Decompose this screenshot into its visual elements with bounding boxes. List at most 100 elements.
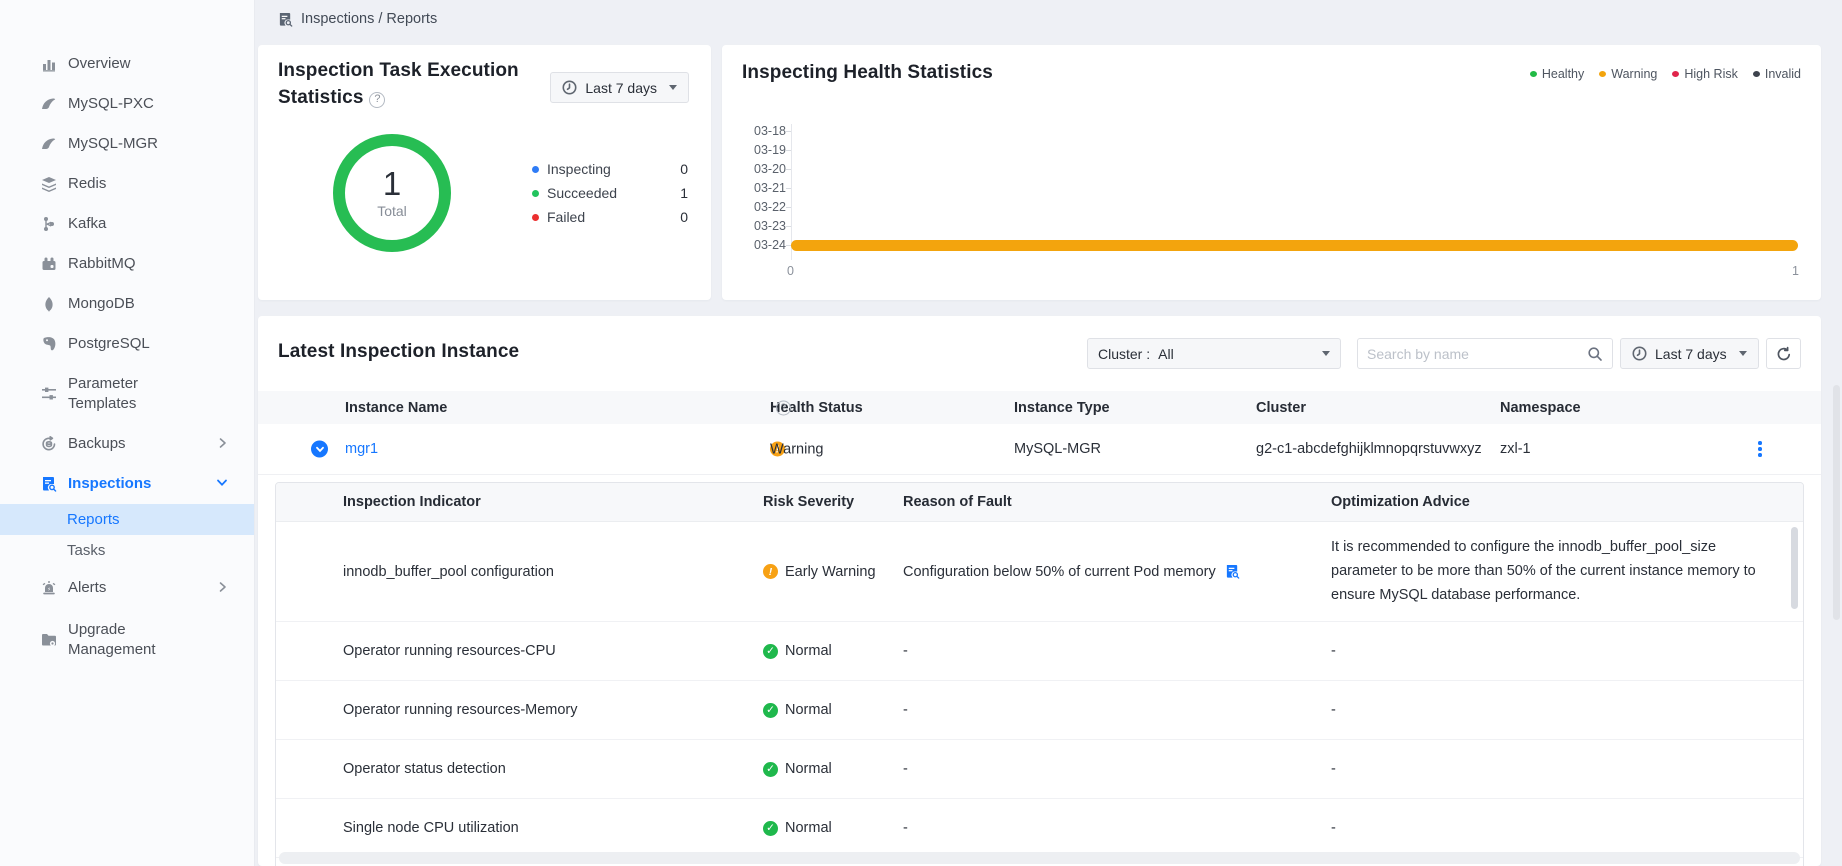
cluster-filter-select[interactable]: Cluster : All — [1087, 338, 1341, 369]
rabbit-icon — [40, 256, 57, 273]
health-legend: Healthy Warning High Risk Invalid — [1530, 67, 1801, 81]
sidebar-item-mysql-pxc[interactable]: MySQL-PXC — [0, 84, 254, 124]
task-legend: Inspecting 0 Succeeded 1 Failed 0 — [532, 157, 688, 229]
sidebar-item-redis[interactable]: Redis — [0, 164, 254, 204]
legend-label: Inspecting — [547, 161, 611, 177]
health-statistics-card: Inspecting Health Statistics Healthy War… — [722, 45, 1821, 300]
task-execution-statistics-card: Inspection Task Execution Statistics? La… — [258, 45, 711, 300]
reason-cell: - — [903, 820, 908, 836]
legend-item-inspecting[interactable]: Inspecting 0 — [532, 157, 688, 181]
legend-value: 0 — [680, 161, 688, 177]
instance-type-cell: MySQL-MGR — [1014, 441, 1101, 457]
sidebar-item-label: Kafka — [68, 214, 196, 234]
advice-cell: - — [1331, 820, 1336, 836]
legend-dot — [1753, 71, 1760, 77]
col-inspection-indicator: Inspection Indicator — [343, 494, 481, 510]
elephant-icon — [40, 336, 57, 353]
sliders-icon — [40, 386, 57, 403]
check-icon: ✓ — [763, 644, 778, 659]
search-icon[interactable] — [1587, 346, 1603, 362]
donut-total-label: Total — [377, 203, 407, 219]
sidebar-item-label: Overview — [68, 54, 196, 74]
risk-cell: ✓Normal — [763, 820, 832, 836]
legend-item-succeeded[interactable]: Succeeded 1 — [532, 181, 688, 205]
legend-item-warning[interactable]: Warning — [1599, 67, 1657, 81]
sidebar-item-label: MySQL-PXC — [68, 94, 196, 114]
kafka-icon — [40, 216, 57, 233]
legend-dot — [1530, 71, 1537, 77]
sidebar-item-alerts[interactable]: Alerts — [0, 566, 254, 610]
row-actions-menu[interactable] — [1751, 440, 1769, 458]
sub-table-row: Single node CPU utilization ✓Normal - - — [276, 799, 1803, 858]
indicator-cell: Operator status detection — [343, 761, 506, 777]
sidebar-item-rabbitmq[interactable]: RabbitMQ — [0, 244, 254, 284]
legend-item-high-risk[interactable]: High Risk — [1672, 67, 1738, 81]
report-doc-icon[interactable] — [1225, 564, 1240, 579]
legend-item-healthy[interactable]: Healthy — [1530, 67, 1584, 81]
task-donut-chart: 1 Total — [333, 134, 451, 252]
page-scrollbar[interactable] — [1833, 385, 1840, 620]
legend-label: Invalid — [1765, 67, 1801, 81]
x-tick-label-max: 1 — [1792, 264, 1799, 278]
check-icon: ✓ — [763, 821, 778, 836]
sidebar-item-label: Backups — [68, 434, 196, 454]
help-icon[interactable]: ? — [369, 92, 385, 108]
legend-dot — [1672, 71, 1679, 77]
sidebar-item-inspections[interactable]: Inspections — [0, 464, 254, 504]
sidebar-item-label: Redis — [68, 174, 196, 194]
layers-icon — [40, 176, 57, 193]
legend-dot — [1599, 71, 1606, 77]
instance-name-link[interactable]: mgr1 — [345, 441, 378, 457]
card-title-text: Inspection Task Execution Statistics — [278, 60, 519, 108]
collapse-row-button[interactable] — [311, 441, 328, 458]
sidebar-item-postgresql[interactable]: PostgreSQL — [0, 324, 254, 364]
backup-icon — [40, 436, 57, 453]
legend-item-failed[interactable]: Failed 0 — [532, 205, 688, 229]
legend-label: High Risk — [1684, 67, 1738, 81]
col-instance-name: Instance Name — [345, 400, 447, 416]
indicator-cell: Single node CPU utilization — [343, 820, 519, 836]
sub-table-scrollbar[interactable] — [1791, 527, 1798, 609]
sidebar-item-kafka[interactable]: Kafka — [0, 204, 254, 244]
search-input[interactable] — [1367, 346, 1587, 362]
sidebar-item-parameter-templates[interactable]: Parameter Templates — [0, 364, 254, 424]
help-icon[interactable]: ? — [776, 400, 791, 415]
clock-icon — [562, 80, 577, 95]
latest-range-select[interactable]: Last 7 days — [1620, 338, 1759, 369]
warning-bar-03-24[interactable] — [791, 240, 1798, 251]
y-axis-line — [791, 124, 792, 260]
sidebar-item-tasks[interactable]: Tasks — [0, 535, 254, 566]
y-tick-label: 03-19 — [740, 143, 786, 157]
legend-item-invalid[interactable]: Invalid — [1753, 67, 1801, 81]
clock-icon — [1632, 346, 1647, 361]
col-optimization-advice: Optimization Advice — [1331, 494, 1470, 510]
col-instance-type: Instance Type — [1014, 400, 1110, 416]
warning-icon: ! — [763, 564, 778, 579]
check-icon: ✓ — [763, 703, 778, 718]
sidebar-item-reports[interactable]: Reports — [0, 504, 254, 535]
legend-dot — [532, 190, 539, 197]
sidebar-item-mysql-mgr[interactable]: MySQL-MGR — [0, 124, 254, 164]
col-namespace: Namespace — [1500, 400, 1581, 416]
cluster-filter-label: Cluster : — [1098, 346, 1150, 362]
x-tick-label-min: 0 — [787, 264, 794, 278]
y-tick-label: 03-20 — [740, 162, 786, 176]
sidebar-item-label: MongoDB — [68, 294, 196, 314]
sidebar-item-upgrade-management[interactable]: Upgrade Management — [0, 610, 254, 670]
advice-cell: It is recommended to configure the innod… — [1331, 535, 1779, 607]
sub-table-horizontal-scrollbar[interactable] — [279, 852, 1800, 864]
y-tick-label: 03-24 — [740, 238, 786, 252]
sidebar-item-backups[interactable]: Backups — [0, 424, 254, 464]
donut-total-value: 1 — [383, 167, 401, 201]
risk-cell: ✓Normal — [763, 702, 832, 718]
indicator-cell: Operator running resources-Memory — [343, 702, 578, 718]
table-row[interactable]: mgr1 !Warning MySQL-MGR g2-c1-abcdefghij… — [258, 424, 1821, 475]
sidebar-item-mongodb[interactable]: MongoDB — [0, 284, 254, 324]
sidebar-item-label: MySQL-MGR — [68, 134, 196, 154]
sidebar-item-overview[interactable]: Overview — [0, 44, 254, 84]
task-range-select[interactable]: Last 7 days — [550, 72, 689, 103]
cluster-cell: g2-c1-abcdefghijklmnopqrstuvwxyz — [1256, 441, 1482, 457]
refresh-button[interactable] — [1766, 338, 1801, 369]
sidebar-item-label: PostgreSQL — [68, 334, 196, 354]
y-tick-label: 03-22 — [740, 200, 786, 214]
